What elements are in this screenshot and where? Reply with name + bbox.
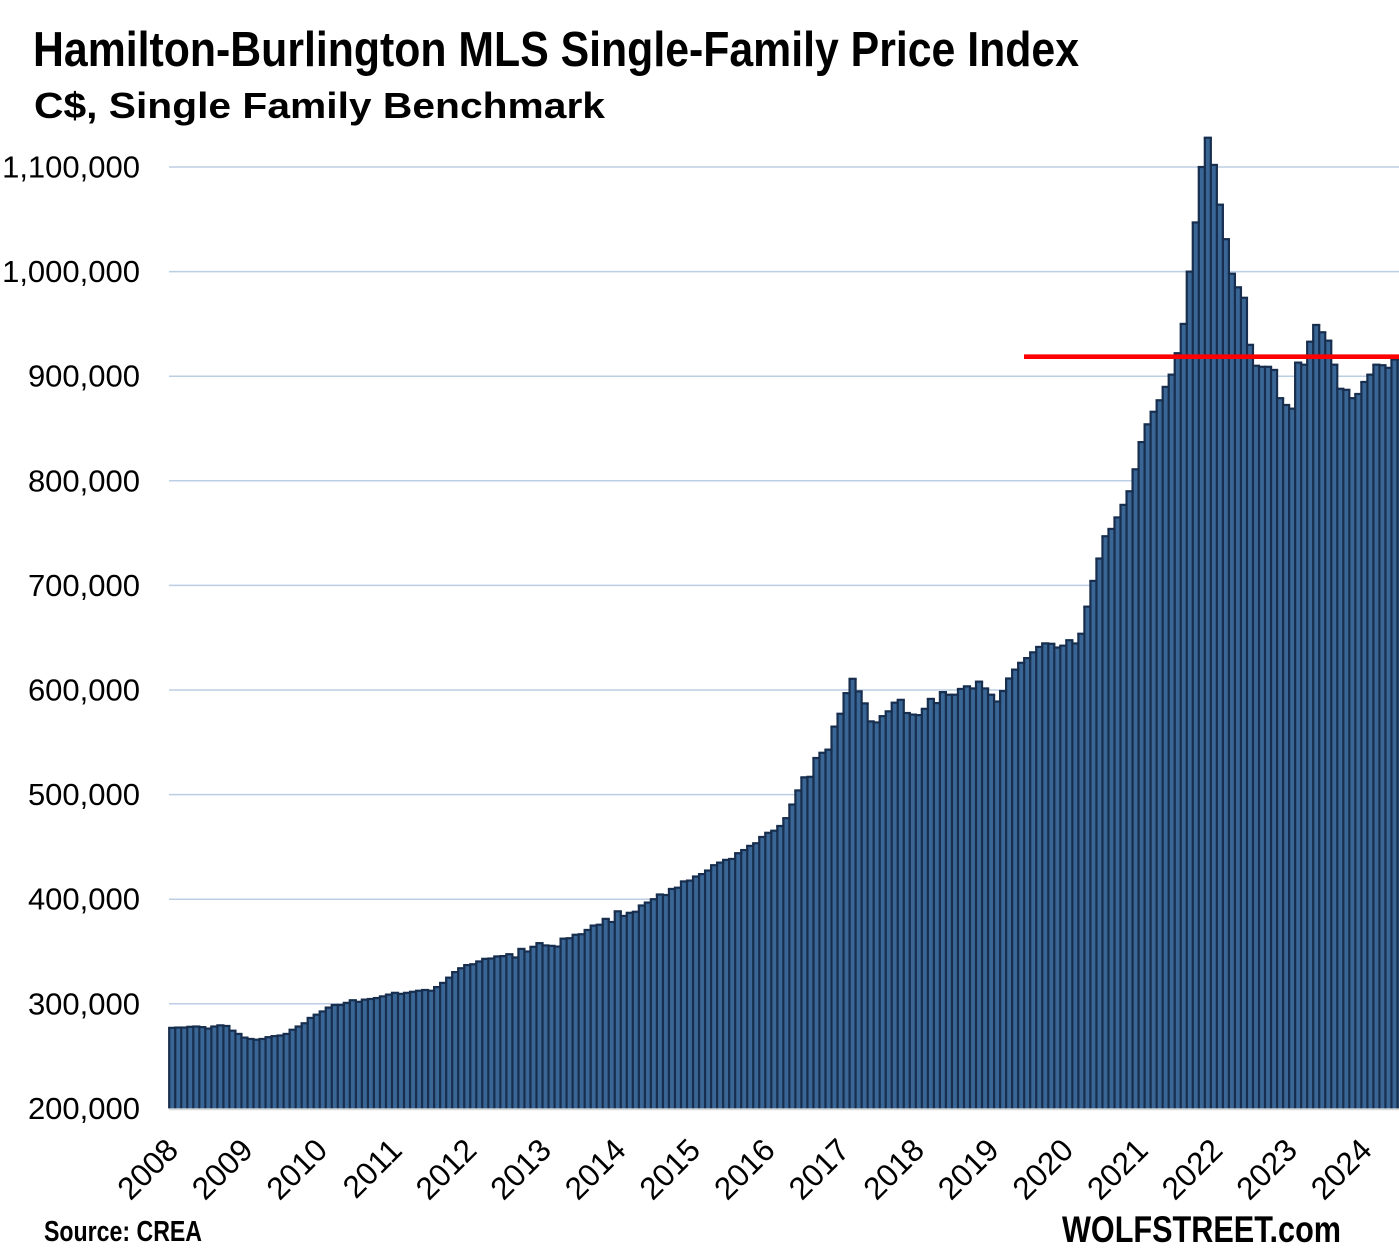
svg-text:WOLFSTREET.com: WOLFSTREET.com	[1062, 1209, 1341, 1250]
svg-text:2010: 2010	[259, 1131, 334, 1206]
svg-text:2009: 2009	[185, 1131, 260, 1206]
svg-text:2013: 2013	[483, 1131, 558, 1206]
svg-text:600,000: 600,000	[28, 673, 140, 708]
svg-text:2012: 2012	[408, 1131, 483, 1206]
svg-text:2016: 2016	[707, 1131, 782, 1206]
svg-text:300,000: 300,000	[28, 986, 140, 1021]
svg-text:2008: 2008	[110, 1131, 185, 1206]
svg-text:1,000,000: 1,000,000	[2, 254, 140, 289]
svg-text:2023: 2023	[1229, 1131, 1304, 1206]
svg-text:1,100,000: 1,100,000	[2, 150, 140, 185]
svg-text:2020: 2020	[1005, 1131, 1080, 1206]
svg-text:400,000: 400,000	[28, 882, 140, 917]
svg-text:Hamilton-Burlington MLS Single: Hamilton-Burlington MLS Single-Family Pr…	[33, 23, 1079, 77]
svg-text:2021: 2021	[1080, 1131, 1155, 1206]
svg-text:2019: 2019	[931, 1131, 1006, 1206]
svg-text:700,000: 700,000	[28, 568, 140, 603]
svg-text:2017: 2017	[781, 1131, 856, 1206]
svg-text:2018: 2018	[856, 1131, 931, 1206]
svg-text:C$, Single Family Benchmark: C$, Single Family Benchmark	[34, 85, 606, 126]
svg-text:200,000: 200,000	[28, 1091, 140, 1126]
svg-text:900,000: 900,000	[28, 359, 140, 394]
svg-text:500,000: 500,000	[28, 777, 140, 812]
svg-text:Source: CREA: Source: CREA	[44, 1216, 202, 1248]
svg-text:2014: 2014	[558, 1131, 633, 1206]
svg-text:2022: 2022	[1154, 1131, 1229, 1206]
svg-text:2024: 2024	[1304, 1131, 1379, 1206]
svg-text:800,000: 800,000	[28, 463, 140, 498]
svg-text:2011: 2011	[335, 1131, 408, 1204]
svg-text:2015: 2015	[632, 1131, 707, 1206]
